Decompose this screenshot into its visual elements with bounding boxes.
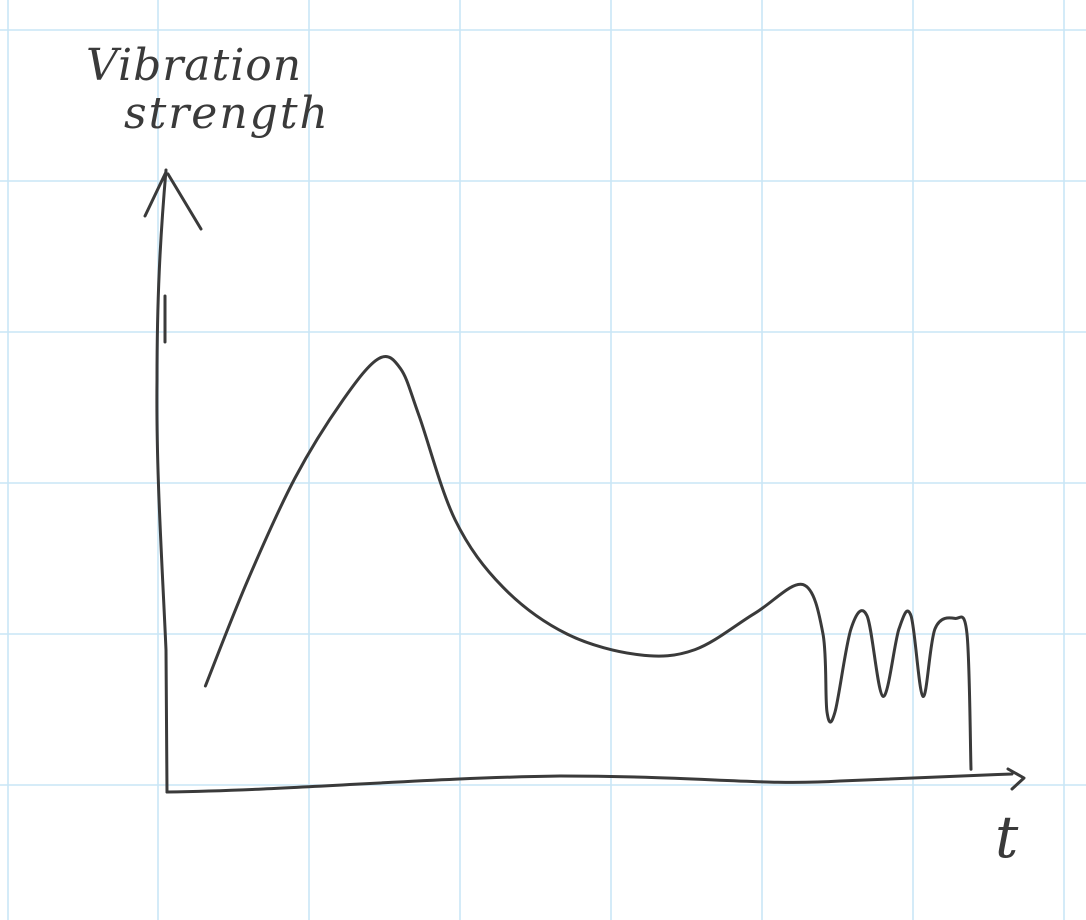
x-axis xyxy=(165,767,1026,794)
series-line-0 xyxy=(203,355,973,771)
axes xyxy=(143,168,1026,794)
y-axis-label-line-2: strength xyxy=(124,88,330,139)
series-layer xyxy=(203,355,973,771)
x-axis-label: t xyxy=(995,803,1019,871)
y-axis-label-line-1: Vibration xyxy=(86,40,303,91)
y-axis xyxy=(143,168,203,794)
